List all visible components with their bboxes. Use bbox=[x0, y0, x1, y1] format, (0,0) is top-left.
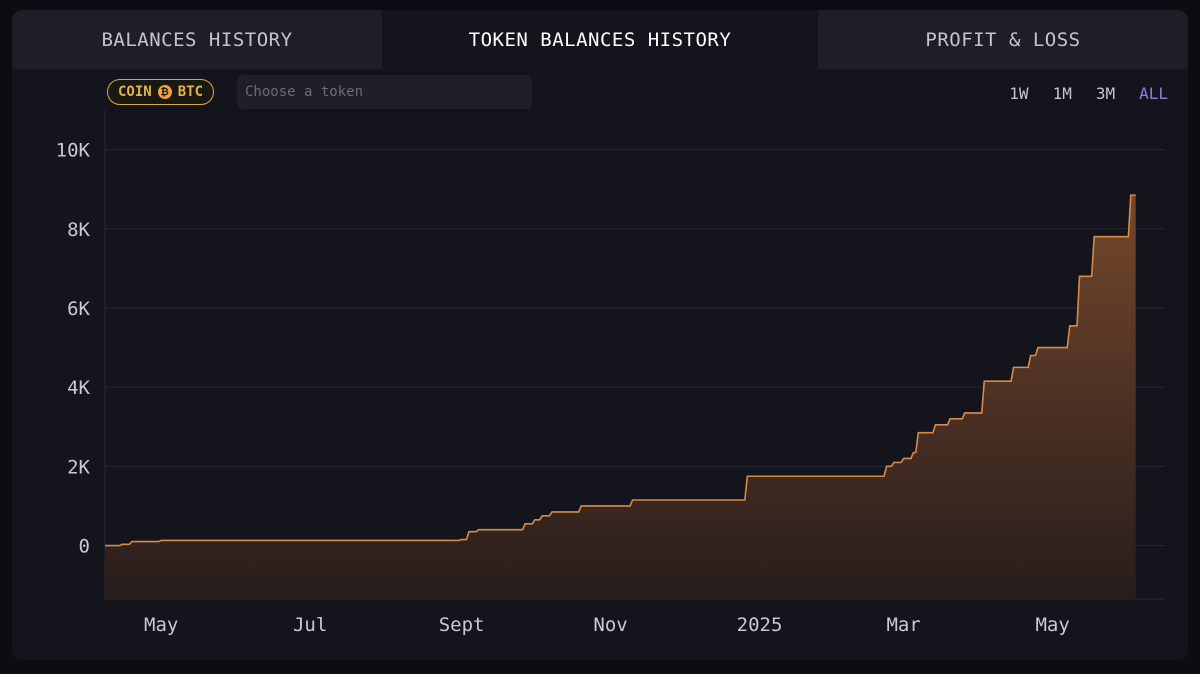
coin-filter-badge[interactable]: COIN ₿ BTC bbox=[107, 79, 215, 105]
y-tick-label: 8K bbox=[67, 219, 90, 241]
x-tick-label: Sept bbox=[439, 614, 485, 636]
x-tick-label: Mar bbox=[886, 614, 920, 636]
y-tick-label: 2K bbox=[67, 456, 90, 478]
y-tick-label: 4K bbox=[67, 377, 90, 399]
range-selector: 1W 1M 3M ALL bbox=[1009, 84, 1168, 103]
tab-balances-history[interactable]: BALANCES HISTORY bbox=[12, 10, 382, 69]
range-1w-button[interactable]: 1W bbox=[1009, 84, 1029, 103]
x-tick-label: Nov bbox=[593, 614, 627, 636]
x-tick-label: May bbox=[1035, 614, 1069, 636]
bitcoin-icon: ₿ bbox=[157, 85, 172, 99]
x-tick-label: 2025 bbox=[737, 614, 783, 636]
x-tick-label: May bbox=[144, 614, 178, 636]
balance-line bbox=[105, 194, 1136, 547]
tab-token-balances-history[interactable]: TOKEN BALANCES HISTORY bbox=[382, 10, 818, 69]
x-tick-label: Jul bbox=[293, 614, 327, 636]
range-all-button[interactable]: ALL bbox=[1139, 84, 1168, 103]
chart-panel: BALANCES HISTORY TOKEN BALANCES HISTORY … bbox=[12, 10, 1188, 660]
coin-label: COIN bbox=[118, 84, 152, 100]
token-search-input[interactable] bbox=[237, 75, 532, 109]
range-1m-button[interactable]: 1M bbox=[1052, 84, 1072, 103]
y-tick-label: 0 bbox=[79, 536, 90, 558]
token-balance-chart: 0 2K 4K 6K 8K 10K May Jul Sept Nov 2025 Mar May bbox=[56, 110, 1165, 636]
tab-profit-loss[interactable]: PROFIT & LOSS bbox=[818, 10, 1188, 69]
tab-bar: BALANCES HISTORY TOKEN BALANCES HISTORY … bbox=[12, 10, 1188, 69]
balance-area bbox=[105, 195, 1136, 599]
y-tick-label: 10K bbox=[56, 140, 91, 162]
range-3m-button[interactable]: 3M bbox=[1095, 84, 1116, 103]
y-tick-label: 6K bbox=[67, 298, 90, 320]
coin-symbol: BTC bbox=[177, 84, 204, 100]
